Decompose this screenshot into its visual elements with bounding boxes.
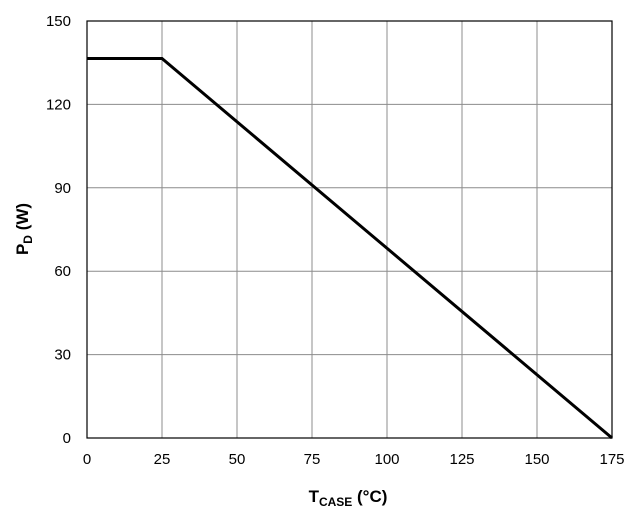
x-tick-label: 25	[154, 451, 171, 468]
y-tick-label: 60	[54, 263, 71, 280]
x-tick-label: 150	[524, 451, 549, 468]
series-line	[87, 57, 613, 440]
y-tick-labels: 0 30 60 90 120 150	[46, 13, 71, 447]
y-tick-label: 90	[54, 180, 71, 197]
series-group	[87, 57, 613, 440]
y-tick-label: 0	[63, 430, 71, 447]
x-tick-label: 0	[83, 451, 91, 468]
y-axis-label: PD (W)	[13, 203, 35, 255]
plot-frame	[86, 20, 613, 439]
x-tick-label: 100	[374, 451, 399, 468]
y-tick-label: 150	[46, 13, 71, 30]
x-axis-label-suffix: (°C)	[352, 487, 387, 506]
grid	[86, 20, 613, 439]
x-tick-label: 50	[229, 451, 246, 468]
x-axis-label: TCASE (°C)	[309, 487, 388, 509]
y-axis-label-main: P	[13, 244, 32, 255]
y-axis-label-sub: D	[21, 235, 35, 244]
y-axis-label-suffix: (W)	[13, 203, 32, 235]
x-tick-label: 125	[449, 451, 474, 468]
x-tick-labels: 0 25 50 75 100 125 150 175	[83, 451, 625, 468]
x-axis-label-main: T	[309, 487, 320, 506]
y-tick-label: 30	[54, 347, 71, 364]
y-tick-label: 120	[46, 96, 71, 113]
x-tick-label: 75	[304, 451, 321, 468]
x-axis-label-sub: CASE	[319, 495, 352, 509]
x-tick-label: 175	[599, 451, 624, 468]
